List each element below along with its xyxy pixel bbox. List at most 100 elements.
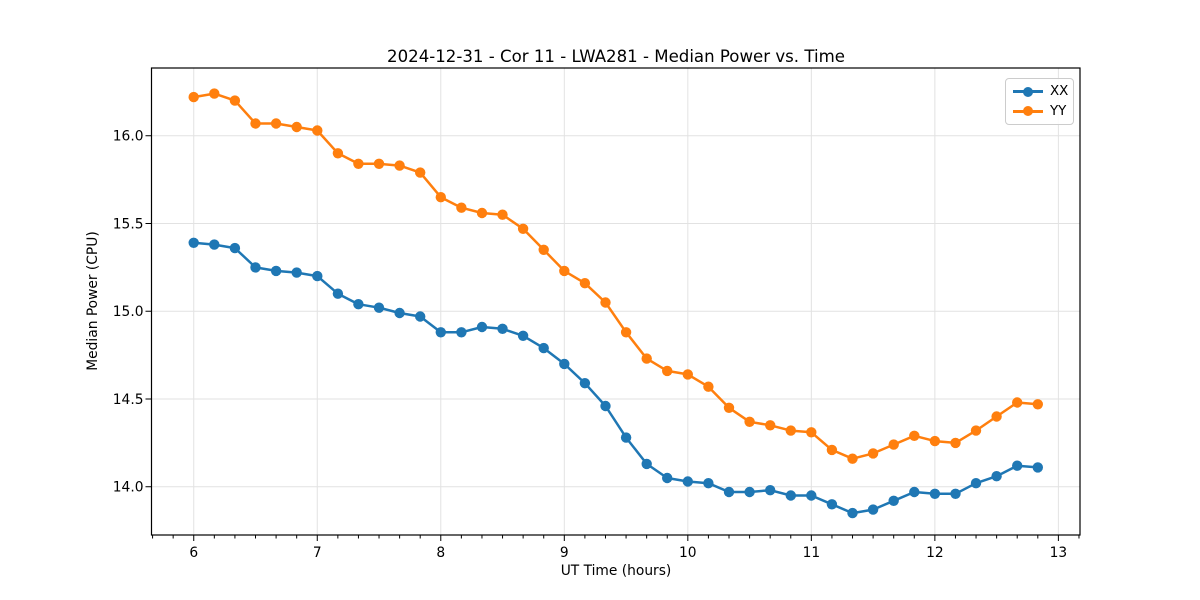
x-tick-label: 10 [679, 545, 697, 561]
data-point-yy [332, 148, 344, 159]
data-point-yy [1032, 399, 1044, 410]
data-point-xx [291, 267, 302, 278]
data-point-yy [497, 209, 508, 220]
series-line-xx [192, 241, 1040, 515]
data-point-yy [270, 118, 282, 129]
data-point-xx [188, 237, 199, 248]
data-point-xx [415, 311, 426, 322]
data-point-xx [435, 327, 446, 338]
data-point-xx [476, 321, 488, 333]
data-point-yy [806, 427, 817, 438]
data-point-xx [1032, 462, 1044, 473]
data-point-yy [579, 278, 591, 289]
x-axis-label: UT Time (hours) [560, 563, 672, 579]
data-point-yy [888, 439, 899, 450]
data-point-yy [373, 158, 385, 169]
x-tick-label: 7 [313, 545, 322, 561]
x-tick-label: 11 [803, 545, 821, 561]
data-point-xx [517, 330, 529, 341]
data-point-yy [250, 118, 261, 129]
data-point-xx [250, 262, 261, 273]
data-point-yy [826, 444, 838, 456]
data-point-xx [991, 471, 1002, 482]
x-tick-label: 8 [436, 545, 445, 561]
legend-item-xx: XX [1013, 83, 1069, 101]
data-point-yy [229, 95, 241, 106]
data-point-xx [826, 499, 838, 510]
data-point-xx [229, 242, 241, 254]
data-point-yy [435, 192, 446, 203]
data-point-yy [641, 353, 652, 364]
data-point-xx [785, 490, 796, 501]
data-point-xx [353, 299, 364, 310]
data-point-yy [929, 435, 941, 447]
legend-marker-xx [1013, 86, 1043, 97]
data-point-xx [909, 486, 920, 498]
data-point-xx [641, 458, 652, 470]
data-point-xx [950, 488, 961, 499]
data-point-yy [456, 202, 467, 213]
data-point-yy [909, 430, 920, 441]
legend-item-yy: YY [1013, 102, 1066, 120]
y-tick-label: 15.0 [113, 304, 144, 320]
data-point-yy [600, 297, 611, 308]
data-point-yy [785, 425, 796, 436]
data-point-yy [559, 265, 570, 277]
data-point-yy [476, 207, 488, 219]
data-point-xx [703, 478, 714, 489]
data-point-yy [723, 402, 735, 413]
plot-border [150, 67, 1081, 536]
data-point-yy [188, 91, 199, 103]
data-point-xx [765, 485, 776, 496]
legend: XX YY [1005, 78, 1074, 125]
data-point-yy [415, 167, 426, 178]
legend-marker-yy [1013, 106, 1043, 117]
x-tick-label: 9 [560, 545, 569, 561]
legend-label-xx: XX [1050, 84, 1069, 100]
data-point-yy [538, 244, 549, 255]
y-tick-label: 14.5 [113, 392, 144, 408]
legend-label-yy: YY [1050, 103, 1067, 119]
data-point-xx [847, 507, 858, 519]
data-point-yy [991, 411, 1002, 422]
y-axis-label: Median Power (CPU) [85, 231, 101, 371]
x-tick-label: 6 [189, 545, 198, 561]
data-point-xx [497, 323, 508, 334]
data-point-yy [312, 125, 323, 136]
data-point-xx [270, 265, 282, 277]
data-point-yy [291, 121, 302, 133]
data-point-xx [579, 378, 591, 389]
data-point-yy [950, 437, 961, 449]
data-point-yy [394, 160, 405, 171]
data-point-yy [517, 223, 529, 234]
data-point-xx [682, 476, 693, 487]
x-tick-label: 13 [1050, 545, 1068, 561]
data-point-xx [600, 400, 611, 412]
y-tick-label: 14.0 [113, 480, 144, 496]
data-point-xx [888, 495, 899, 506]
data-point-xx [1012, 460, 1023, 471]
data-point-xx [620, 432, 632, 443]
data-point-yy [765, 420, 776, 431]
data-point-yy [353, 158, 364, 169]
data-point-xx [806, 490, 817, 501]
data-point-yy [209, 88, 220, 99]
data-point-yy [970, 425, 982, 436]
data-point-yy [662, 365, 673, 377]
data-point-xx [559, 358, 570, 370]
data-point-xx [723, 486, 735, 498]
data-point-xx [744, 486, 755, 498]
data-point-yy [1012, 397, 1023, 408]
y-tick-label: 16.0 [113, 129, 144, 145]
data-point-yy [744, 416, 755, 427]
chart-title: 2024-12-31 - Cor 11 - LWA281 - Median Po… [387, 47, 845, 66]
data-point-xx [332, 288, 344, 299]
data-point-xx [538, 342, 549, 354]
data-point-xx [662, 472, 673, 484]
data-point-yy [682, 369, 693, 380]
data-point-xx [970, 478, 982, 489]
data-point-xx [209, 239, 220, 250]
data-point-xx [394, 307, 405, 319]
